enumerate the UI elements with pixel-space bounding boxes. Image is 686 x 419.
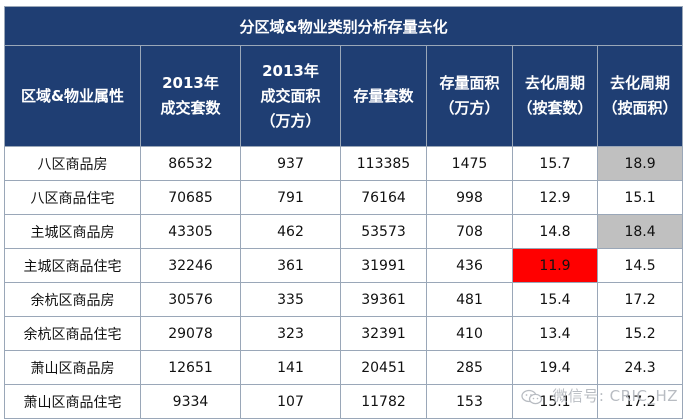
cell-area-2013: 107 bbox=[240, 384, 341, 419]
cell-area-2013: 141 bbox=[240, 350, 341, 385]
watermark-text: 微信号: CRIC_HZ bbox=[552, 387, 678, 405]
cell-units-2013: 86532 bbox=[140, 146, 241, 181]
cell-region: 余杭区商品住宅 bbox=[4, 316, 141, 351]
header-line: 成交面积 bbox=[260, 86, 321, 105]
cell-stock-units: 39361 bbox=[340, 282, 427, 317]
cell-cycle-units: 19.4 bbox=[512, 350, 598, 385]
cell-cycle-area: 17.2 bbox=[596, 282, 684, 317]
cell-area-2013: 937 bbox=[240, 146, 341, 181]
header-line: （按面积） bbox=[602, 99, 678, 117]
cell-cycle-units: 13.4 bbox=[512, 316, 598, 351]
cell-area-2013: 323 bbox=[240, 316, 341, 351]
table-title: 分区域&物业类别分析存量去化 bbox=[3, 6, 684, 46]
table-header-row: 区域&物业属性 2013年 成交套数 2013年 成交面积 （万方） 存量套数 … bbox=[4, 45, 684, 147]
cell-cycle-units: 15.4 bbox=[512, 282, 598, 317]
header-2013-units: 2013年 成交套数 bbox=[140, 45, 241, 147]
header-line: 区域&物业属性 bbox=[20, 86, 125, 105]
cell-cycle-area: 14.5 bbox=[596, 248, 684, 283]
cell-units-2013: 32246 bbox=[140, 248, 241, 283]
table-row: 余杭区商品住宅 29078 323 32391 410 13.4 15.2 bbox=[4, 316, 684, 351]
cell-stock-units: 76164 bbox=[340, 180, 427, 215]
cell-area-2013: 462 bbox=[240, 214, 341, 249]
cell-region: 八区商品住宅 bbox=[4, 180, 141, 215]
cell-stock-units: 53573 bbox=[340, 214, 427, 249]
table-row: 八区商品房 86532 937 113385 1475 15.7 18.9 bbox=[4, 146, 684, 181]
cell-cycle-units: 15.7 bbox=[512, 146, 598, 181]
cell-area-2013: 361 bbox=[240, 248, 341, 283]
cell-units-2013: 12651 bbox=[140, 350, 241, 385]
cell-units-2013: 70685 bbox=[140, 180, 241, 215]
header-stock-units: 存量套数 bbox=[340, 45, 427, 147]
header-line: （万方） bbox=[439, 99, 500, 117]
cell-stock-units: 113385 bbox=[340, 146, 427, 181]
cell-stock-units: 32391 bbox=[340, 316, 427, 351]
header-line: 存量套数 bbox=[353, 86, 414, 105]
cell-region: 八区商品房 bbox=[4, 146, 141, 181]
cell-cycle-area: 15.2 bbox=[596, 316, 684, 351]
header-line: 2013年 bbox=[262, 61, 319, 80]
cell-cycle-area: 15.1 bbox=[596, 180, 684, 215]
header-line: 去化周期 bbox=[610, 74, 671, 92]
cell-stock-area: 436 bbox=[426, 248, 513, 283]
cell-region: 萧山区商品房 bbox=[4, 350, 141, 385]
cell-region: 萧山区商品住宅 bbox=[4, 384, 141, 419]
cell-region: 余杭区商品房 bbox=[4, 282, 141, 317]
cell-stock-area: 153 bbox=[426, 384, 513, 419]
cell-stock-units: 11782 bbox=[340, 384, 427, 419]
header-2013-area: 2013年 成交面积 （万方） bbox=[240, 45, 341, 147]
cell-cycle-units: 14.8 bbox=[512, 214, 598, 249]
cell-cycle-area: 24.3 bbox=[596, 350, 684, 385]
cell-cycle-units-highlight: 11.9 bbox=[512, 248, 598, 283]
cell-stock-area: 998 bbox=[426, 180, 513, 215]
cell-stock-area: 285 bbox=[426, 350, 513, 385]
table-row: 主城区商品住宅 32246 361 31991 436 11.9 14.5 bbox=[4, 248, 684, 283]
cell-area-2013: 335 bbox=[240, 282, 341, 317]
cell-cycle-area-highlight: 18.9 bbox=[596, 146, 684, 181]
header-line: 存量面积 bbox=[439, 74, 500, 92]
table-row: 主城区商品房 43305 462 53573 708 14.8 18.4 bbox=[4, 214, 684, 249]
cell-stock-area: 410 bbox=[426, 316, 513, 351]
cell-cycle-units: 12.9 bbox=[512, 180, 598, 215]
wechat-icon bbox=[521, 389, 543, 405]
header-cycle-area: 去化周期 （按面积） bbox=[596, 45, 684, 147]
cell-units-2013: 30576 bbox=[140, 282, 241, 317]
table-row: 余杭区商品房 30576 335 39361 481 15.4 17.2 bbox=[4, 282, 684, 317]
header-region: 区域&物业属性 bbox=[4, 45, 141, 147]
cell-units-2013: 9334 bbox=[140, 384, 241, 419]
header-line: （按套数） bbox=[517, 99, 593, 117]
cell-area-2013: 791 bbox=[240, 180, 341, 215]
table-row: 萧山区商品住宅 9334 107 11782 153 15.1 17.2 bbox=[4, 384, 684, 419]
header-line: 成交套数 bbox=[160, 99, 221, 117]
cell-cycle-area-highlight: 18.4 bbox=[596, 214, 684, 249]
cell-stock-units: 20451 bbox=[340, 350, 427, 385]
cell-region: 主城区商品房 bbox=[4, 214, 141, 249]
cell-region: 主城区商品住宅 bbox=[4, 248, 141, 283]
header-line: （万方） bbox=[260, 111, 321, 130]
cell-stock-units: 31991 bbox=[340, 248, 427, 283]
cell-stock-area: 481 bbox=[426, 282, 513, 317]
header-line: 去化周期 bbox=[524, 74, 585, 92]
cell-units-2013: 29078 bbox=[140, 316, 241, 351]
cell-units-2013: 43305 bbox=[140, 214, 241, 249]
cell-stock-area: 1475 bbox=[426, 146, 513, 181]
table-row: 萧山区商品房 12651 141 20451 285 19.4 24.3 bbox=[4, 350, 684, 385]
cell-cycle-area: 17.2 bbox=[596, 384, 684, 419]
table-row: 八区商品住宅 70685 791 76164 998 12.9 15.1 bbox=[4, 180, 684, 215]
cell-stock-area: 708 bbox=[426, 214, 513, 249]
header-stock-area: 存量面积 （万方） bbox=[426, 45, 513, 147]
wechat-watermark: 微信号: CRIC_HZ bbox=[521, 385, 678, 406]
table-title-row: 分区域&物业类别分析存量去化 bbox=[3, 6, 684, 46]
header-line: 2013年 bbox=[162, 74, 219, 92]
inventory-table: 分区域&物业类别分析存量去化 区域&物业属性 2013年 成交套数 2013年 … bbox=[3, 6, 684, 419]
header-cycle-units: 去化周期 （按套数） bbox=[512, 45, 598, 147]
